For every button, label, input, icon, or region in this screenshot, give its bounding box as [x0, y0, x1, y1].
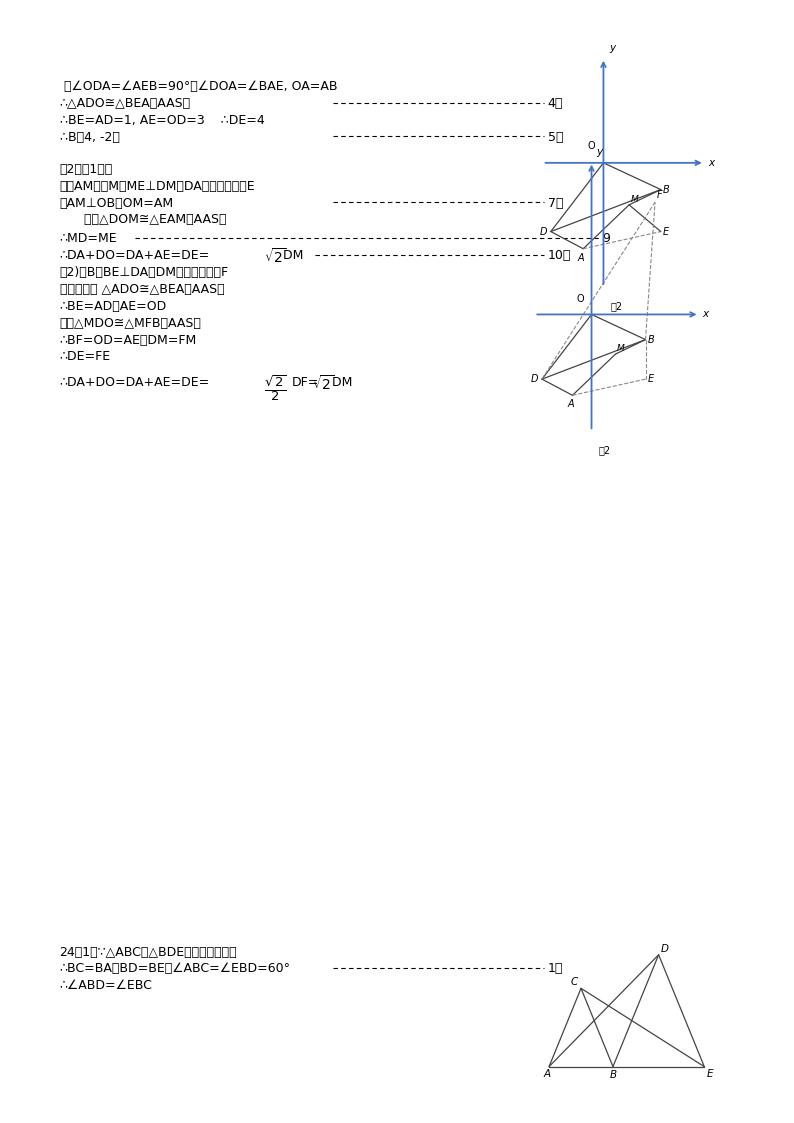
Text: O: O [588, 141, 596, 152]
Text: 则AM⊥OB，OM=AM: 则AM⊥OB，OM=AM [60, 197, 174, 210]
Text: E: E [647, 374, 653, 384]
Text: 有前可知： △ADO≅△BEA（AAS）: 有前可知： △ADO≅△BEA（AAS） [60, 283, 224, 296]
Text: D: D [530, 374, 538, 384]
Text: 图2: 图2 [611, 301, 623, 311]
Text: ∴∠ABD=∠EBC: ∴∠ABD=∠EBC [60, 979, 152, 993]
Text: x: x [703, 310, 709, 319]
Text: DF=: DF= [292, 376, 319, 390]
Text: ∴DA+DO=DA+AE=DE=: ∴DA+DO=DA+AE=DE= [60, 249, 210, 263]
Text: 9: 9 [602, 232, 610, 246]
Text: x: x [708, 158, 714, 167]
Text: ∴DE=FE: ∴DE=FE [60, 350, 110, 364]
Text: E: E [707, 1069, 713, 1079]
Text: D: D [661, 943, 669, 953]
Text: ∴B（4, -2）: ∴B（4, -2） [60, 131, 119, 144]
Text: 连接AM，过M作ME⊥DM交DA的延长线于点E: 连接AM，过M作ME⊥DM交DA的延长线于点E [60, 180, 255, 193]
Text: D: D [539, 227, 547, 237]
Text: 法2)过B作BE⊥DA交DM的延长线于点F: 法2)过B作BE⊥DA交DM的延长线于点F [60, 266, 229, 280]
Text: ∴BE=AD，AE=OD: ∴BE=AD，AE=OD [60, 300, 167, 313]
Text: $\dfrac{\sqrt{2}}{2}$: $\dfrac{\sqrt{2}}{2}$ [264, 373, 287, 403]
Text: 24（1）∵△ABC和△BDE均为等边三角形: 24（1）∵△ABC和△BDE均为等边三角形 [60, 946, 237, 959]
Text: 图2: 图2 [598, 445, 611, 455]
Text: M: M [630, 195, 638, 204]
Text: B: B [647, 335, 654, 345]
Text: （2）法1）：: （2）法1）： [60, 163, 113, 176]
Text: DM: DM [279, 249, 304, 263]
Text: ∴DA+DO=DA+AE=DE=: ∴DA+DO=DA+AE=DE= [60, 376, 210, 390]
Text: 10分: 10分 [548, 249, 571, 263]
Text: ∴BC=BA，BD=BE，∠ABC=∠EBD=60°: ∴BC=BA，BD=BE，∠ABC=∠EBD=60° [60, 962, 291, 976]
Text: E: E [663, 227, 669, 237]
Text: A: A [578, 253, 584, 263]
Text: ∴BF=OD=AE，DM=FM: ∴BF=OD=AE，DM=FM [60, 334, 197, 347]
Text: ∴△ADO≅△BEA（AAS）: ∴△ADO≅△BEA（AAS） [60, 98, 191, 110]
Text: F: F [657, 190, 662, 200]
Text: 4分: 4分 [548, 98, 563, 110]
Text: O: O [576, 293, 584, 303]
Text: C: C [570, 977, 577, 987]
Text: A: A [567, 399, 574, 409]
Text: 则∠ODA=∠AEB=90°，∠DOA=∠BAE, OA=AB: 则∠ODA=∠AEB=90°，∠DOA=∠BAE, OA=AB [60, 81, 337, 93]
Text: 再证△DOM≅△EAM（AAS）: 再证△DOM≅△EAM（AAS） [60, 213, 226, 227]
Text: B: B [663, 184, 669, 194]
Text: 7分: 7分 [548, 197, 564, 210]
Text: y: y [609, 43, 615, 53]
Text: ∴BE=AD=1, AE=OD=3    ∴DE=4: ∴BE=AD=1, AE=OD=3 ∴DE=4 [60, 115, 264, 127]
Text: ∴MD=ME: ∴MD=ME [60, 232, 118, 246]
Text: DM: DM [328, 376, 353, 390]
Text: B: B [610, 1070, 616, 1079]
Text: $\sqrt{2}$: $\sqrt{2}$ [312, 374, 334, 393]
Text: 5分: 5分 [548, 131, 564, 144]
Text: 再证△MDO≅△MFB（AAS）: 再证△MDO≅△MFB（AAS） [60, 317, 202, 330]
Text: M: M [617, 344, 625, 353]
Text: y: y [596, 147, 603, 157]
Text: 1分: 1分 [548, 962, 563, 976]
Text: A: A [543, 1069, 550, 1079]
Text: $\sqrt{2}$: $\sqrt{2}$ [264, 247, 287, 266]
